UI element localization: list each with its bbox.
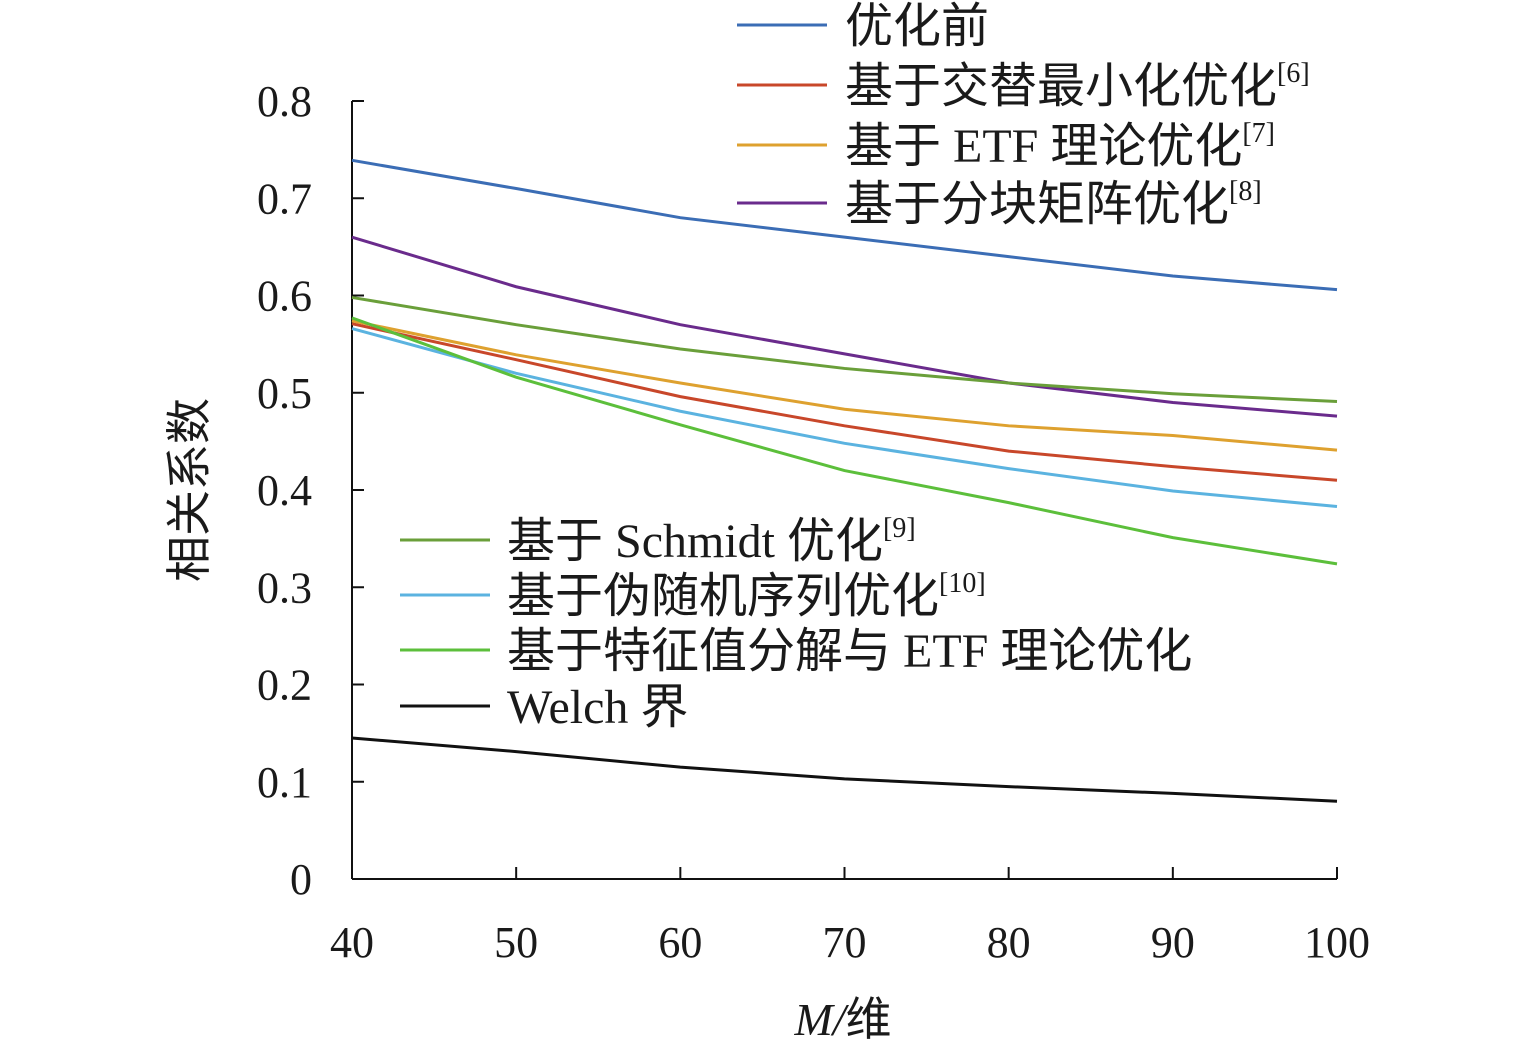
legend-label-text: 基于 Schmidt 优化 [507, 515, 883, 568]
legend-label-text: 基于交替最小化优化 [845, 60, 1277, 113]
legend-citation: [10] [939, 568, 986, 599]
legend-citation: [8] [1229, 176, 1262, 207]
series-line-5 [351, 327, 1338, 509]
legend-item: Welch 界 [400, 681, 688, 734]
series-line-0 [351, 158, 1338, 292]
legend-item: 基于伪随机序列优化[10] [400, 568, 986, 623]
series-line-3 [351, 235, 1338, 418]
y-tick-label: 0.5 [257, 369, 312, 418]
legend-label-text: 基于特征值分解与 ETF 理论优化 [507, 625, 1192, 678]
legend-item: 基于 ETF 理论优化[7] [737, 118, 1275, 173]
legend-label-text: 基于伪随机序列优化 [507, 570, 939, 623]
y-tick-label: 0.2 [257, 661, 312, 710]
legend-citation: [9] [883, 513, 916, 544]
legend-label: 基于特征值分解与 ETF 理论优化 [507, 625, 1192, 678]
legend-label-text: 基于分块矩阵优化 [845, 178, 1229, 231]
y-tick-label: 0.8 [257, 77, 312, 126]
x-tick-label: 80 [987, 918, 1031, 967]
series-lines [351, 158, 1338, 803]
legend-label-text: Welch 界 [507, 681, 688, 734]
series-line-2 [351, 319, 1338, 452]
legend-label: Welch 界 [507, 681, 688, 734]
legend-item: 优化前 [737, 0, 989, 53]
y-tick-label: 0.7 [257, 174, 312, 223]
x-tick-label: 100 [1304, 918, 1370, 967]
legend-item: 基于 Schmidt 优化[9] [400, 513, 916, 568]
series-line-6 [351, 316, 1338, 566]
legend-item: 基于特征值分解与 ETF 理论优化 [400, 625, 1192, 678]
x-tick-label: 50 [494, 918, 538, 967]
series-line-7 [351, 736, 1338, 803]
axes: 0 0.1 0.2 0.3 0.4 0.5 0.6 0.7 0.8 40 50 60 70 80 90 100 [257, 77, 1370, 967]
legend-label: 基于分块矩阵优化[8] [845, 176, 1262, 231]
x-axis-label: M/维 [794, 994, 892, 1045]
x-tick-label: 60 [658, 918, 702, 967]
y-tick-label: 0 [290, 855, 312, 904]
legend-citation: [7] [1242, 118, 1275, 149]
legend-label: 优化前 [845, 0, 989, 53]
series-line-4 [351, 295, 1338, 404]
legend-item: 基于分块矩阵优化[8] [737, 176, 1262, 231]
y-axis-label: 相关系数 [164, 398, 215, 582]
x-tick-label: 40 [330, 918, 374, 967]
legend-label-text: 基于 ETF 理论优化 [845, 120, 1242, 173]
legend-label-text: 优化前 [845, 0, 989, 53]
y-tick-label: 0.6 [257, 272, 312, 321]
legend-label: 基于 Schmidt 优化[9] [507, 513, 916, 568]
legend-label: 基于 ETF 理论优化[7] [845, 118, 1275, 173]
legend-label: 基于伪随机序列优化[10] [507, 568, 986, 623]
y-tick-label: 0.1 [257, 758, 312, 807]
series-line-1 [351, 322, 1338, 482]
legend-item: 基于交替最小化优化[6] [737, 58, 1310, 113]
x-tick-label: 70 [823, 918, 867, 967]
y-tick-label: 0.4 [257, 466, 312, 515]
x-tick-label: 90 [1151, 918, 1195, 967]
legend-citation: [6] [1277, 58, 1310, 89]
legend-label: 基于交替最小化优化[6] [845, 58, 1310, 113]
y-tick-label: 0.3 [257, 563, 312, 612]
